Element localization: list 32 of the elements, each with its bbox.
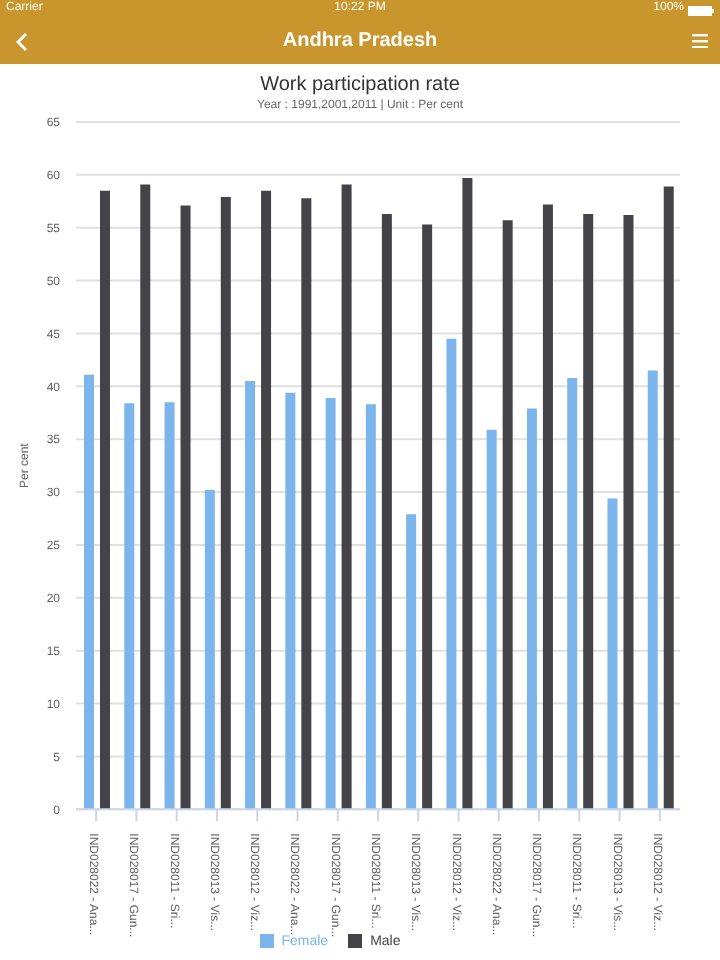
bar [446, 338, 457, 810]
chart-title: Work participation rate [258, 74, 462, 96]
text: Andhra Pradesh [280, 30, 440, 52]
bar [285, 392, 296, 810]
bar [462, 178, 473, 810]
bar [526, 408, 537, 810]
bar [261, 190, 272, 810]
bar [204, 489, 215, 810]
bar [583, 213, 594, 810]
bar [220, 197, 231, 810]
bar [502, 220, 513, 810]
bar [542, 204, 553, 810]
bar [140, 184, 151, 810]
bar [245, 381, 256, 810]
bar [663, 186, 674, 810]
bar [84, 374, 94, 810]
bar [164, 402, 175, 810]
bar [365, 404, 376, 810]
bar [341, 184, 352, 810]
bar [180, 205, 191, 810]
bar [486, 429, 497, 810]
bar [325, 397, 336, 810]
bar [124, 403, 135, 810]
bar [647, 370, 658, 810]
bar [567, 377, 578, 810]
bar [623, 215, 634, 810]
bar [100, 190, 110, 810]
bar [406, 514, 417, 810]
bar [301, 198, 312, 810]
bar [381, 213, 392, 810]
bar [607, 498, 618, 810]
bar [422, 224, 433, 810]
